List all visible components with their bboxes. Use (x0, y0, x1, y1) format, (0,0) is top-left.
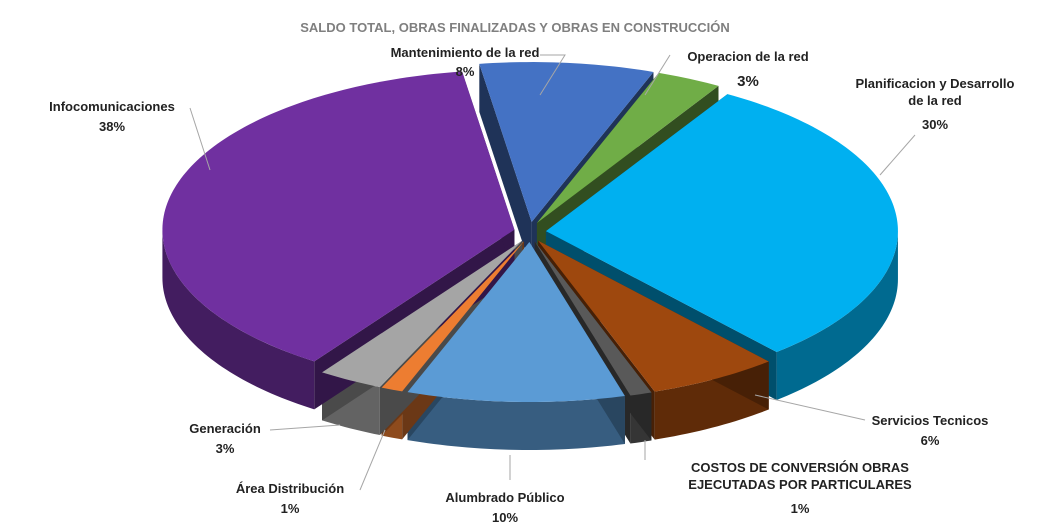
slice-value-label: 3% (737, 73, 759, 90)
leader-line (539, 54, 566, 96)
slice-value-label: 10% (491, 510, 519, 525)
leader-line (879, 134, 916, 176)
slice (538, 240, 769, 392)
slice (534, 241, 652, 396)
leader-line (189, 107, 211, 171)
chart-title: SALDO TOTAL, OBRAS FINALIZADAS Y OBRAS E… (300, 20, 730, 35)
slice-label: Área Distribución (235, 481, 345, 496)
slice (162, 71, 515, 362)
leader-line (269, 424, 341, 431)
slice (536, 72, 719, 223)
slice (322, 240, 523, 388)
slice-value-label: 1% (790, 501, 810, 516)
slice-label: Operacion de la red (687, 49, 809, 64)
slice-side (776, 231, 898, 400)
leader-line (754, 394, 866, 421)
leader-line (359, 429, 386, 491)
slice-label: Infocomunicaciones (49, 99, 175, 114)
slice-label: Generación (189, 421, 261, 436)
slice-value-label: 3% (215, 441, 235, 456)
slice-value-label: 38% (98, 119, 126, 134)
slice-value-label: 30% (921, 117, 949, 132)
slice-label: Alumbrado Público (445, 490, 565, 505)
slice-label: COSTOS DE CONVERSIÓN OBRAS EJECUTADAS PO… (688, 460, 912, 492)
slice-cut (479, 63, 532, 271)
slice-label: Mantenimiento de la red (390, 45, 540, 60)
slice-label: Planificacion y Desarrollo de la red (855, 76, 1015, 108)
slice (479, 62, 654, 223)
slice-side (407, 392, 625, 450)
slice (407, 241, 625, 402)
slice-value-label: 1% (280, 501, 300, 516)
slice (545, 94, 898, 352)
slice-side (162, 229, 315, 410)
slice-value-label: 6% (920, 433, 940, 448)
slice-value-label: 8% (455, 64, 475, 79)
leader-line (644, 54, 671, 96)
slice (381, 241, 524, 392)
slice-label: Servicios Tecnicos (871, 413, 989, 428)
